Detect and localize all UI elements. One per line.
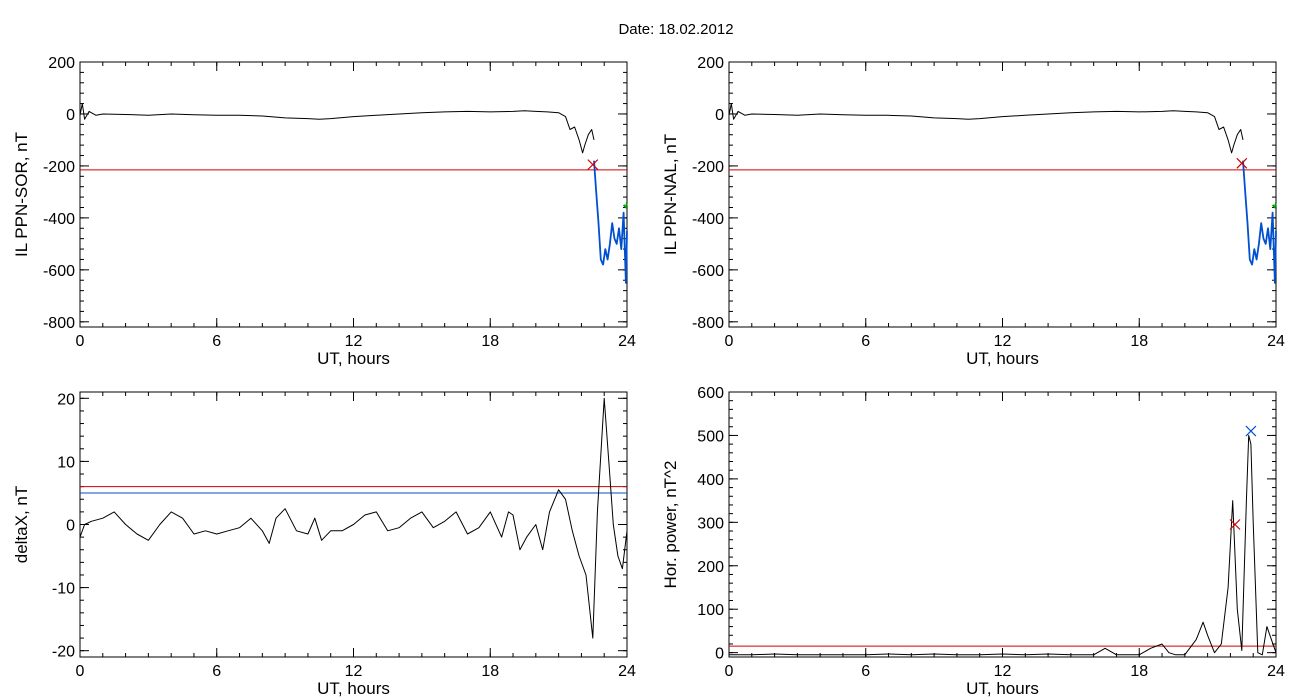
x-tick-label: 24 [618, 663, 636, 680]
cross-marker-stroke [587, 159, 599, 171]
y-tick-label: 400 [697, 472, 724, 489]
y-axis-label: deltaX, nT [12, 486, 31, 564]
x-tick-label: 24 [618, 333, 636, 350]
y-tick-label: -20 [52, 644, 75, 661]
figure-title: Date: 18.02.2012 [618, 21, 733, 38]
cross-marker [1245, 425, 1257, 437]
x-tick-label: 6 [212, 333, 221, 350]
cross-marker [1229, 519, 1241, 530]
series-line-1 [729, 434, 1277, 656]
y-tick-label: 0 [66, 107, 75, 124]
cross-marker [587, 159, 599, 171]
x-axis-label: UT, hours [317, 349, 390, 368]
y-tick-label: 0 [715, 646, 724, 663]
x-axis-label: UT, hours [966, 349, 1039, 368]
plot-frame [79, 61, 628, 328]
chart-panel-2: 0 6 12 18 24 200 0 -200 -400 -600 -800 UT, hours IL … [661, 55, 1285, 368]
x-tick-label: 12 [345, 333, 363, 350]
x-tick-label: 12 [345, 663, 363, 680]
series-line-2 [593, 160, 628, 284]
y-tick-label: 300 [697, 515, 724, 532]
y-tick-label: 0 [66, 518, 75, 535]
x-tick-label: 24 [1267, 663, 1285, 680]
y-tick-label: 100 [697, 602, 724, 619]
x-tick-label: 12 [994, 333, 1012, 350]
y-tick-label: -400 [43, 211, 75, 228]
x-tick-label: 18 [481, 333, 499, 350]
x-tick-label: 0 [725, 663, 734, 680]
x-tick-label: 18 [1130, 663, 1148, 680]
y-tick-label: 20 [57, 391, 75, 408]
y-tick-label: -10 [52, 581, 75, 598]
y-tick-label: 200 [48, 55, 75, 72]
y-tick-label: -200 [692, 159, 724, 176]
y-tick-label: 0 [715, 107, 724, 124]
x-tick-label: 0 [76, 663, 85, 680]
y-axis-label: IL PPN-NAL, nT [661, 134, 680, 255]
x-tick-label: 6 [861, 333, 870, 350]
y-tick-label: -600 [692, 263, 724, 280]
x-axis-label: UT, hours [966, 679, 1039, 698]
x-axis-label: UT, hours [317, 679, 390, 698]
y-axis-label: Hor. power, nT^2 [661, 461, 680, 589]
chart-panel-4: 0 6 12 18 24 600 500 400 300 200 100 0 UT, hours Hor.… [661, 385, 1285, 698]
x-tick-label: 6 [212, 663, 221, 680]
y-tick-label: 200 [697, 55, 724, 72]
series-line-3 [622, 202, 628, 209]
y-tick-label: 10 [57, 454, 75, 471]
series-line-1 [728, 103, 1244, 154]
y-tick-label: 600 [697, 385, 724, 402]
y-tick-label: 500 [697, 428, 724, 445]
plot-frame [728, 391, 1277, 658]
plot-frame [728, 61, 1277, 328]
cross-marker-stroke [1229, 519, 1241, 530]
y-tick-label: -800 [692, 315, 724, 332]
cross-marker-stroke [1245, 425, 1257, 437]
y-tick-label: 200 [697, 559, 724, 576]
series-line-3 [1271, 202, 1277, 209]
series-line-1 [79, 103, 595, 154]
y-tick-label: -200 [43, 159, 75, 176]
chart-panel-3: 0 6 12 18 24 20 10 0 -10 -20 UT, hours deltaX, nT [12, 391, 636, 698]
cross-marker [1236, 157, 1248, 169]
x-tick-label: 18 [1130, 333, 1148, 350]
cross-marker-stroke [1236, 157, 1248, 169]
series-line-1 [79, 397, 628, 639]
y-axis-label: IL PPN-SOR, nT [12, 132, 31, 257]
x-tick-label: 6 [861, 663, 870, 680]
series-line-2 [1242, 160, 1277, 284]
x-tick-label: 18 [481, 663, 499, 680]
y-tick-label: -400 [692, 211, 724, 228]
x-tick-label: 24 [1267, 333, 1285, 350]
y-tick-label: -600 [43, 263, 75, 280]
y-tick-label: -800 [43, 315, 75, 332]
x-tick-label: 0 [725, 333, 734, 350]
x-tick-label: 0 [76, 333, 85, 350]
x-tick-label: 12 [994, 663, 1012, 680]
chart-panel-1: 0 6 12 18 24 200 0 -200 -400 -600 -800 UT, hours IL … [12, 55, 636, 368]
